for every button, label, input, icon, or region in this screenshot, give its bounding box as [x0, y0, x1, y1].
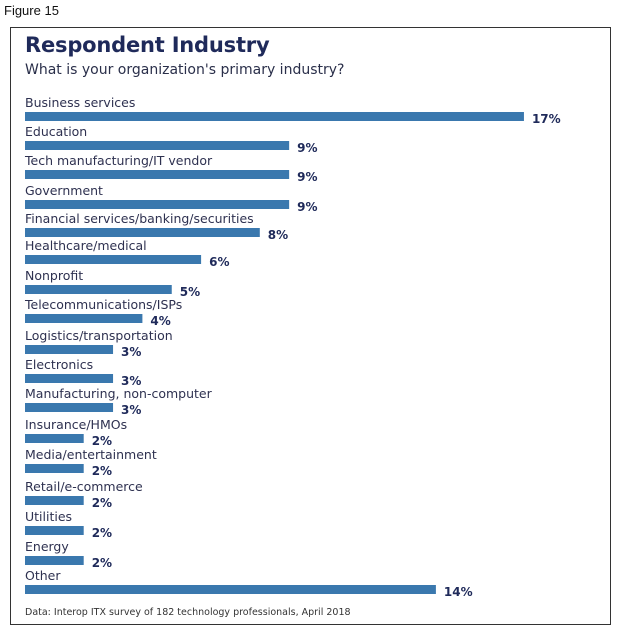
category-label: Government — [25, 183, 103, 198]
category-label: Logistics/transportation — [25, 328, 173, 343]
value-label: 2% — [92, 496, 112, 510]
bar — [25, 434, 84, 443]
chart-frame — [10, 27, 611, 625]
bar — [25, 374, 114, 383]
category-label: Manufacturing, non-computer — [25, 386, 213, 401]
figure-label: Figure 15 — [4, 3, 59, 18]
value-label: 9% — [297, 200, 317, 214]
bar — [25, 314, 143, 323]
bar — [25, 141, 290, 150]
category-label: Media/entertainment — [25, 447, 157, 462]
bar — [25, 345, 114, 354]
value-label: 5% — [180, 285, 200, 299]
bar — [25, 200, 290, 209]
value-label: 9% — [297, 170, 317, 184]
chart-title: Respondent Industry — [25, 33, 270, 57]
chart-subtitle: What is your organization's primary indu… — [25, 62, 345, 78]
bar — [25, 403, 114, 412]
category-label: Insurance/HMOs — [25, 417, 127, 432]
bar — [25, 496, 84, 505]
bar — [25, 112, 524, 121]
value-label: 3% — [121, 345, 141, 359]
value-label: 14% — [444, 585, 473, 599]
source-note: Data: Interop ITX survey of 182 technolo… — [25, 607, 351, 618]
value-label: 17% — [532, 112, 561, 126]
category-label: Education — [25, 124, 87, 139]
category-label: Tech manufacturing/IT vendor — [24, 153, 213, 168]
bar — [25, 556, 84, 565]
bar — [25, 526, 84, 535]
value-label: 2% — [92, 526, 112, 540]
category-label: Other — [25, 568, 61, 583]
value-label: 3% — [121, 374, 141, 388]
category-label: Nonprofit — [25, 268, 83, 283]
category-label: Energy — [25, 539, 69, 554]
category-label: Telecommunications/ISPs — [24, 297, 182, 312]
bar — [25, 285, 172, 294]
bar — [25, 170, 290, 179]
category-label: Financial services/banking/securities — [25, 211, 254, 226]
value-label: 2% — [92, 434, 112, 448]
value-label: 2% — [92, 464, 112, 478]
value-label: 6% — [209, 255, 229, 269]
value-label: 3% — [121, 403, 141, 417]
category-label: Retail/e-commerce — [25, 479, 143, 494]
bar — [25, 464, 84, 473]
value-label: 8% — [268, 228, 288, 242]
value-label: 2% — [92, 556, 112, 570]
bar — [25, 228, 260, 237]
value-label: 9% — [297, 141, 317, 155]
value-label: 4% — [150, 314, 170, 328]
bar — [25, 255, 202, 264]
category-label: Business services — [25, 95, 135, 110]
category-label: Electronics — [25, 357, 93, 372]
category-label: Healthcare/medical — [25, 238, 147, 253]
bar — [25, 585, 436, 594]
category-label: Utilities — [25, 509, 72, 524]
